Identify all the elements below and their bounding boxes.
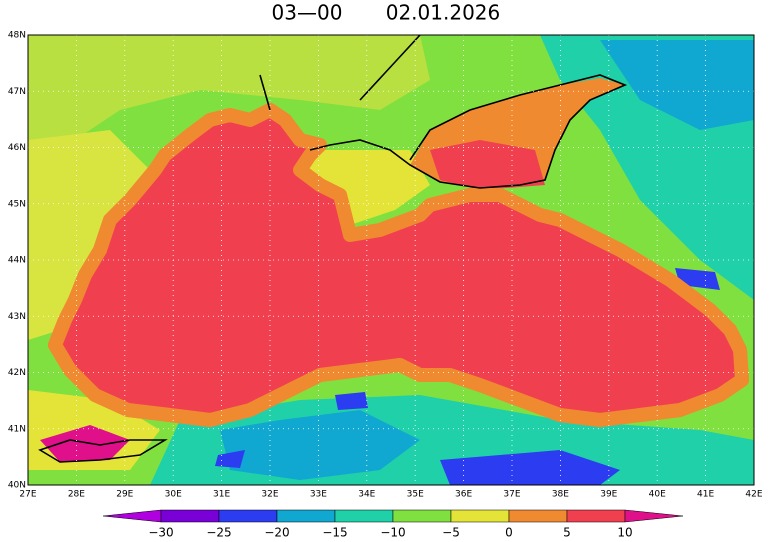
colorbar-segment [624, 509, 684, 523]
lon-label: 32E [261, 490, 278, 500]
lat-label: 46N [8, 143, 26, 153]
field [28, 35, 754, 485]
lon-label: 40E [649, 490, 666, 500]
grid [28, 35, 754, 485]
field-patch [40, 425, 130, 462]
lat-label: 40N [8, 481, 26, 491]
colorbar-segment [218, 509, 278, 523]
lon-label: 37E [503, 490, 520, 500]
lat-label: 44N [8, 256, 26, 266]
colorbar: −30 −25 −20 −15 −10 −5 0 5 10 [102, 509, 684, 540]
colorbar-label: −5 [442, 526, 460, 540]
lat-label: 43N [8, 312, 26, 322]
lon-label: 27E [19, 490, 36, 500]
colorbar-label: 5 [563, 526, 571, 540]
field-patch [220, 410, 420, 480]
colorbar-segment [508, 509, 568, 523]
azov-field [430, 140, 545, 190]
lat-label: 47N [8, 87, 26, 97]
lon-label: 35E [407, 490, 424, 500]
lon-label: 30E [165, 490, 182, 500]
colorbar-segment [276, 509, 336, 523]
coastline [38, 35, 742, 463]
field-patch [28, 35, 430, 180]
colorbar-segment [334, 509, 394, 523]
lon-label: 29E [116, 490, 133, 500]
lat-label: 48N [8, 31, 26, 41]
colorbar-segment [160, 509, 220, 523]
time-label: 03—00 [272, 1, 343, 25]
lon-label: 28E [68, 490, 85, 500]
colorbar-label: −30 [148, 526, 173, 540]
colorbar-segment [450, 509, 510, 523]
colorbar-segment [392, 509, 452, 523]
date-label: 02.01.2026 [386, 1, 501, 25]
lon-label: 33E [310, 490, 327, 500]
colorbar-label: −15 [322, 526, 347, 540]
lon-label: 34E [358, 490, 375, 500]
lon-label: 31E [213, 490, 230, 500]
colorbar-label: 0 [505, 526, 513, 540]
map-frame [27, 34, 755, 486]
lon-label: 42E [745, 490, 762, 500]
field-patch [440, 450, 620, 485]
lon-label: 38E [552, 490, 569, 500]
colorbar-segment [566, 509, 626, 523]
colorbar-label: −10 [380, 526, 405, 540]
lat-label: 42N [8, 368, 26, 378]
lon-label: 36E [455, 490, 472, 500]
colorbar-label: 10 [617, 526, 632, 540]
field-patch [600, 40, 754, 130]
lat-label: 45N [8, 199, 26, 209]
lon-label: 39E [600, 490, 617, 500]
colorbar-label: −20 [264, 526, 289, 540]
colorbar-segment [102, 509, 162, 523]
lat-label: 41N [8, 424, 26, 434]
field-patch [28, 130, 150, 340]
lon-label: 41E [697, 490, 714, 500]
colorbar-label: −25 [206, 526, 231, 540]
